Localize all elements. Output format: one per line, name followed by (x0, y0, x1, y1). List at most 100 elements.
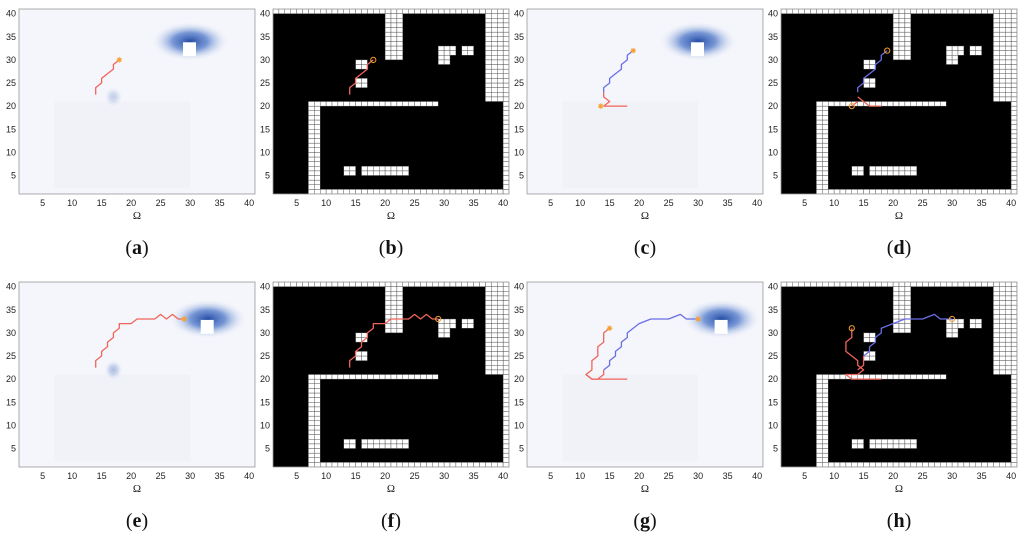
free-cell (869, 166, 876, 172)
free-cell (402, 166, 409, 172)
free-cell (402, 189, 409, 194)
free-cell (337, 374, 344, 380)
free-cell (816, 452, 823, 458)
free-cell (1010, 434, 1017, 440)
free-cell (497, 189, 504, 194)
free-cell (320, 282, 327, 287)
free-cell (308, 110, 315, 116)
free-cell (502, 328, 509, 334)
free-cell (822, 439, 829, 445)
free-cell (804, 282, 811, 287)
free-cell (993, 96, 1000, 102)
free-cell (999, 314, 1006, 320)
plot-frame (272, 8, 510, 195)
free-cell (957, 50, 965, 56)
free-cell (497, 41, 504, 47)
free-cell (308, 462, 315, 467)
free-cell (951, 328, 959, 334)
free-cell (1016, 448, 1017, 454)
free-cell (485, 78, 492, 84)
free-cell (314, 115, 321, 121)
free-cell (390, 27, 398, 33)
free-cell (1010, 64, 1017, 70)
x-tick-label: 5 (294, 471, 299, 481)
red-path (349, 313, 439, 368)
free-cell (999, 68, 1006, 74)
free-cell (497, 314, 504, 320)
x-tick-label: 25 (918, 198, 928, 208)
free-cell (314, 101, 321, 107)
free-cell (940, 101, 947, 107)
free-cell (1005, 189, 1012, 194)
free-cell (1016, 41, 1017, 47)
free-cell (443, 282, 451, 287)
blue-path (603, 50, 634, 93)
free-cell (993, 82, 1000, 88)
free-cell (379, 170, 386, 176)
heat-hole (714, 319, 728, 334)
free-cell (904, 166, 912, 172)
free-cell (502, 22, 509, 28)
free-cell (1016, 351, 1017, 357)
free-cell (384, 189, 392, 194)
y-tick-label: 5 (519, 444, 524, 454)
free-cell (502, 360, 509, 366)
x-tick-label: 30 (439, 471, 449, 481)
free-cell (999, 45, 1006, 51)
free-cell (355, 337, 362, 343)
free-cell (379, 439, 386, 445)
free-cell (308, 142, 315, 148)
goal-marker (848, 103, 855, 110)
free-cell (479, 462, 486, 467)
free-cell (502, 452, 509, 458)
free-cell (816, 189, 823, 194)
free-cell (361, 9, 368, 14)
free-cell (443, 328, 451, 334)
free-cell (1010, 189, 1017, 194)
free-cell (485, 282, 492, 287)
free-cell (1016, 64, 1017, 70)
free-cell (869, 82, 876, 88)
y-tick-label: 35 (514, 32, 524, 42)
free-cell (999, 189, 1006, 194)
free-cell (485, 462, 492, 467)
panel-caption: (h) (887, 510, 911, 532)
free-cell (981, 9, 988, 14)
free-cell (485, 323, 492, 329)
free-cell (975, 45, 982, 51)
free-cell (1016, 355, 1017, 361)
free-cell (508, 115, 509, 121)
panel-caption: (a) (125, 237, 148, 259)
free-cell (1016, 31, 1017, 37)
free-cell (875, 439, 882, 445)
free-cell (308, 406, 315, 412)
free-cell (1005, 295, 1012, 301)
free-cell (1016, 337, 1017, 343)
free-cell (822, 101, 829, 107)
free-cell (1016, 161, 1017, 167)
free-cell (355, 9, 362, 14)
free-cell (851, 189, 858, 194)
red-path (851, 100, 859, 107)
free-cell (940, 462, 947, 467)
free-cell (479, 282, 486, 287)
free-cell (981, 282, 988, 287)
free-cell (502, 434, 509, 440)
free-cell (816, 119, 823, 125)
x-tick-label: 25 (664, 198, 674, 208)
free-cell (278, 282, 285, 287)
free-cell (993, 314, 1000, 320)
free-cell (432, 101, 439, 107)
free-cell (314, 402, 321, 408)
free-cell (361, 439, 368, 445)
free-cell (508, 429, 509, 435)
free-cell (497, 59, 504, 65)
free-cell (816, 415, 823, 421)
free-cell (502, 291, 509, 297)
free-cell (314, 383, 321, 389)
free-cell (1016, 429, 1017, 435)
free-cell (396, 323, 403, 329)
free-cell (892, 101, 900, 107)
free-cell (502, 73, 509, 79)
